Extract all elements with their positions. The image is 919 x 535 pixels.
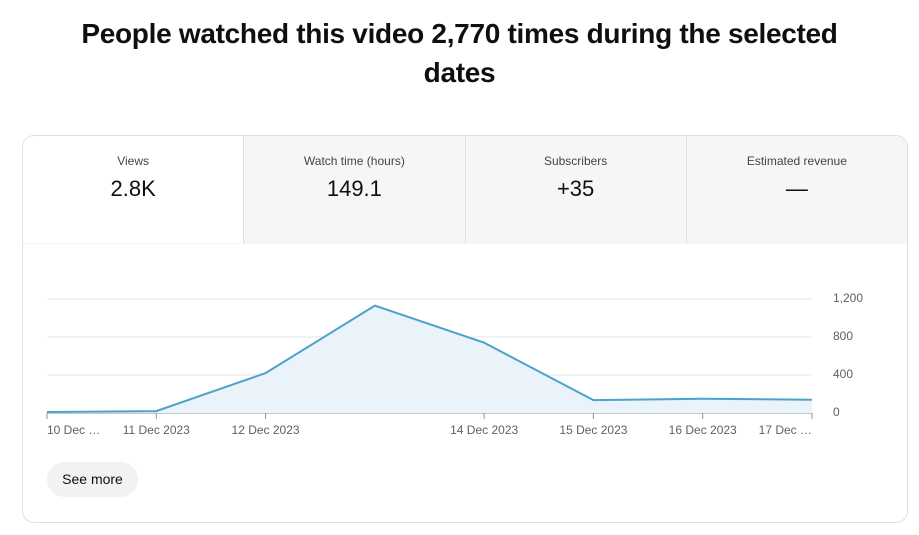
line bbox=[46, 304, 813, 414]
tab[interactable]: Watch time (hours) 149.1 bbox=[243, 136, 465, 244]
y-tick-label: 400 bbox=[833, 367, 853, 381]
x-tick-label: 17 Dec … bbox=[759, 423, 812, 437]
tab-label: Subscribers bbox=[543, 154, 608, 168]
tab-value: 149.1 bbox=[326, 176, 382, 201]
x-tick-label: 16 Dec 2023 bbox=[669, 423, 737, 437]
tab-value: 2.8K bbox=[110, 176, 156, 201]
tab[interactable]: Estimated revenue — bbox=[685, 136, 907, 244]
y-tick-label: 1,200 bbox=[833, 291, 863, 305]
tab-label: Views bbox=[117, 154, 150, 168]
tab-label: Watch time (hours) bbox=[303, 154, 405, 168]
see-more-button[interactable]: See more bbox=[47, 462, 138, 497]
tab[interactable]: Subscribers +35 bbox=[464, 136, 686, 244]
y-tick-label: 800 bbox=[833, 329, 853, 343]
title: People watched this video 2,770 times du… bbox=[81, 18, 838, 88]
area bbox=[47, 305, 812, 413]
tab-value: +35 bbox=[556, 176, 595, 201]
x-tick-label: 14 Dec 2023 bbox=[450, 423, 518, 437]
x-tick-label: 15 Dec 2023 bbox=[559, 423, 627, 437]
tabs: Views 2.8K Watch time (hours) 149.1 Subscr… bbox=[23, 136, 907, 244]
x-tick-label: 10 Dec … bbox=[47, 423, 100, 437]
x-tick-label: 12 Dec 2023 bbox=[232, 423, 300, 437]
card: Views 2.8K Watch time (hours) 149.1 Subscr… bbox=[22, 135, 908, 523]
tab-value: — bbox=[785, 176, 808, 201]
tab[interactable]: Views 2.8K bbox=[23, 136, 244, 244]
x-tick-label: 11 Dec 2023 bbox=[123, 423, 190, 437]
y-tick-label: 0 bbox=[833, 405, 840, 419]
tab-label: Estimated revenue bbox=[746, 154, 847, 168]
